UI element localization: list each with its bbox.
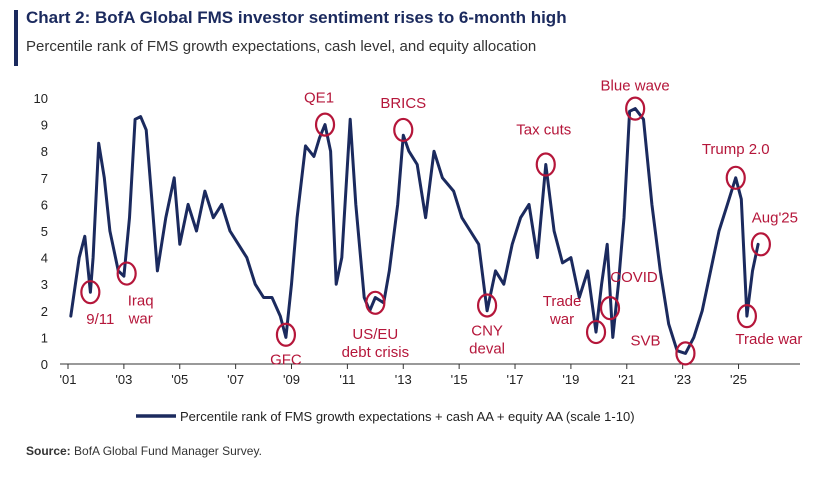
y-tick-label: 1	[41, 330, 48, 345]
annotation-circle	[750, 232, 771, 257]
annotation-label: Trade war	[543, 293, 582, 328]
x-tick-label: '01	[60, 372, 77, 387]
source-label: Source:	[26, 444, 71, 458]
x-tick-label: '21	[618, 372, 635, 387]
annotation-circle	[725, 165, 746, 190]
line-chart: '01 '03 '05 '07 '09 '11 '13 '15 '17 '19 '21 '23 '25 0…	[34, 78, 803, 424]
annotation-label: Trump 2.0	[702, 141, 770, 158]
annotation-label: US/EU debt crisis	[342, 326, 410, 361]
annotation-label: QE1	[304, 90, 334, 107]
annotation-circle	[476, 293, 498, 318]
title-accent-bar	[14, 10, 18, 66]
annotation-circle	[736, 304, 758, 329]
y-tick-label: 9	[41, 118, 48, 133]
y-tick-label: 10	[34, 91, 48, 106]
annotation-label: COVID	[610, 269, 658, 286]
y-tick-label: 0	[41, 357, 48, 372]
annotation-label: Trade war	[735, 331, 802, 348]
y-tick-label: 6	[41, 197, 48, 212]
annotation-label: GFC	[270, 352, 302, 369]
annotation-circle	[80, 280, 101, 305]
annotation-label: BRICS	[380, 95, 426, 112]
x-tick-label: '07	[227, 372, 244, 387]
legend-label: Percentile rank of FMS growth expectatio…	[180, 409, 635, 424]
x-tick-label: '11	[339, 372, 355, 387]
annotation-label: Aug'25	[752, 209, 798, 226]
series-line	[69, 107, 760, 355]
annotation-circle	[585, 319, 607, 345]
x-tick-label: '25	[730, 372, 747, 387]
x-tick-label: '15	[451, 372, 468, 387]
source-note: Source: BofA Global Fund Manager Survey.	[26, 444, 262, 458]
x-tick-label: '19	[562, 372, 579, 387]
chart-title: Chart 2: BofA Global FMS investor sentim…	[26, 8, 567, 27]
annotation-label: 9/11	[86, 311, 114, 328]
annotation-circle	[314, 112, 336, 137]
y-tick-label: 8	[41, 144, 48, 159]
annotation-circle	[393, 117, 414, 143]
annotation-label: SVB	[630, 332, 660, 349]
annotation-label: CNY deval	[469, 322, 505, 357]
x-tick-label: '13	[395, 372, 412, 387]
x-tick-label: '17	[507, 372, 524, 387]
annotation-circle	[675, 341, 696, 366]
annotation-circle	[625, 96, 646, 121]
y-tick-label: 7	[41, 171, 48, 186]
chart-subtitle: Percentile rank of FMS growth expectatio…	[26, 38, 537, 55]
x-tick-label: '23	[674, 372, 691, 387]
source-text: BofA Global Fund Manager Survey.	[74, 444, 262, 458]
y-tick-label: 4	[41, 251, 48, 266]
annotation-label: Iraq war	[128, 293, 154, 328]
y-tick-label: 2	[41, 304, 48, 319]
annotation-circle	[535, 152, 556, 177]
annotation-circle	[599, 296, 621, 321]
x-tick-label: '03	[115, 372, 132, 387]
x-tick-label: '09	[283, 372, 300, 387]
annotation-label: Tax cuts	[516, 122, 571, 139]
annotation-circle	[116, 261, 137, 286]
annotation-circle	[275, 322, 297, 347]
annotation-label: Blue wave	[601, 78, 670, 95]
y-tick-label: 3	[41, 277, 48, 292]
y-tick-label: 5	[41, 224, 48, 239]
x-tick-label: '05	[171, 372, 188, 387]
annotation-circle	[365, 290, 386, 315]
